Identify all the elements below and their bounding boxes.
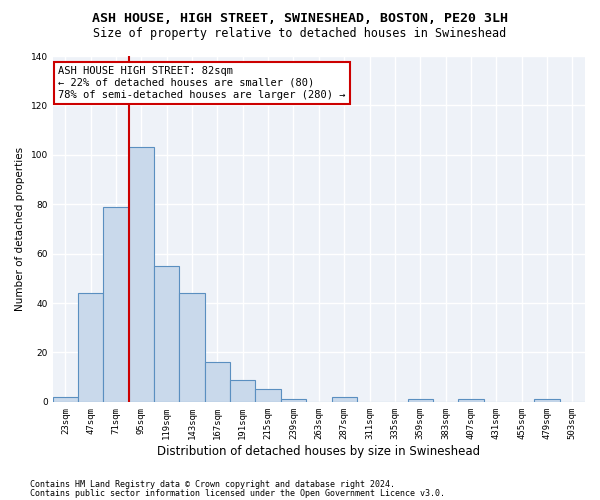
Bar [407, 400, 433, 402]
Bar [154, 266, 179, 402]
Bar [332, 397, 357, 402]
Bar [103, 206, 129, 402]
X-axis label: Distribution of detached houses by size in Swineshead: Distribution of detached houses by size … [157, 444, 481, 458]
Bar [205, 362, 230, 402]
Text: Contains public sector information licensed under the Open Government Licence v3: Contains public sector information licen… [30, 488, 445, 498]
Bar [230, 380, 256, 402]
Text: Size of property relative to detached houses in Swineshead: Size of property relative to detached ho… [94, 28, 506, 40]
Bar [53, 397, 78, 402]
Text: ASH HOUSE, HIGH STREET, SWINESHEAD, BOSTON, PE20 3LH: ASH HOUSE, HIGH STREET, SWINESHEAD, BOST… [92, 12, 508, 26]
Text: ASH HOUSE HIGH STREET: 82sqm
← 22% of detached houses are smaller (80)
78% of se: ASH HOUSE HIGH STREET: 82sqm ← 22% of de… [58, 66, 346, 100]
Text: Contains HM Land Registry data © Crown copyright and database right 2024.: Contains HM Land Registry data © Crown c… [30, 480, 395, 489]
Bar [458, 400, 484, 402]
Bar [78, 293, 103, 402]
Bar [129, 148, 154, 402]
Bar [179, 293, 205, 402]
Bar [281, 400, 306, 402]
Y-axis label: Number of detached properties: Number of detached properties [15, 147, 25, 311]
Bar [535, 400, 560, 402]
Bar [256, 390, 281, 402]
